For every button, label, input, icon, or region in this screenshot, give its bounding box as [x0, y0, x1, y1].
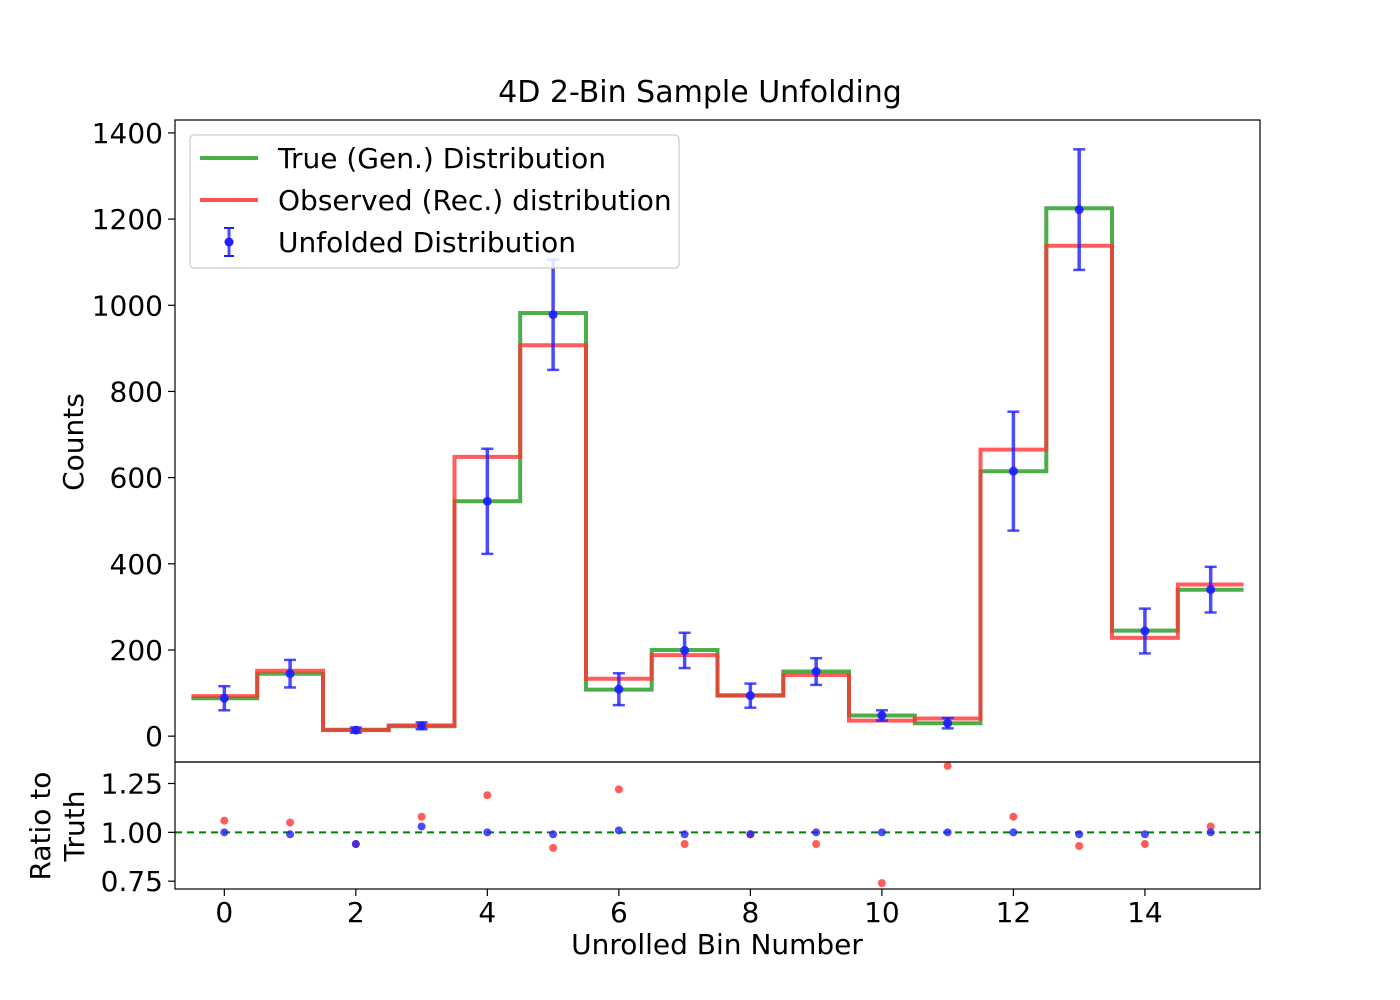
observed-distribution-step-line [191, 243, 1244, 733]
observed-ratio-point [220, 816, 229, 825]
ratio-y-tick-label: 1.25 [101, 767, 163, 800]
legend: True (Gen.) Distribution Observed (Rec.) … [189, 134, 680, 269]
unfolded-point [811, 667, 821, 677]
legend-swatch-unfolded [224, 237, 234, 247]
unfolded-ratio-point [877, 828, 886, 837]
x-axis-label: Unrolled Bin Number [571, 928, 863, 961]
ratio-plot-frame [174, 761, 1261, 890]
unfolded-ratio-point [483, 828, 492, 837]
unfolded-point [417, 721, 427, 731]
unfolded-point [548, 310, 558, 320]
unfolded-ratio-point [417, 822, 426, 831]
main-y-tick-label: 200 [110, 634, 163, 667]
unfolded-ratio-point [680, 830, 689, 839]
observed-ratio-point [549, 843, 558, 852]
unfolded-ratio-point [220, 828, 229, 837]
unfolded-ratio-point [614, 826, 623, 835]
main-y-tick-label: 800 [110, 375, 163, 408]
unfolded-ratio-point [286, 830, 295, 839]
unfolded-ratio-point [1206, 828, 1215, 837]
main-y-tick-label: 0 [145, 720, 163, 753]
observed-ratio-point [1206, 822, 1215, 831]
x-tick-label: 12 [996, 896, 1032, 929]
chart-title: 4D 2-Bin Sample Unfolding [498, 75, 902, 110]
observed-ratio-point [1075, 842, 1084, 851]
observed-ratio-point [286, 818, 295, 827]
unfolded-point [614, 684, 624, 694]
x-tick-label: 14 [1127, 896, 1163, 929]
ratio-y-tick-label: 1.00 [101, 816, 163, 849]
unfolded-ratio-point [943, 828, 952, 837]
unfolded-ratio-point [1075, 830, 1084, 839]
unfolded-ratio-point [812, 828, 821, 837]
unfolded-point [219, 693, 229, 703]
main-y-tick-label: 1000 [92, 289, 163, 322]
main-y-tick-label: 1400 [92, 117, 163, 150]
main-plot-area: 0 200 400 600 800 1000 1200 1400 [92, 117, 1261, 763]
x-tick-label: 0 [215, 896, 233, 929]
x-tick-label: 4 [478, 896, 496, 929]
unfolded-point [745, 691, 755, 701]
observed-ratio-point [614, 785, 623, 794]
x-tick-label: 2 [347, 896, 365, 929]
unfolded-point [285, 669, 295, 679]
unfolded-ratio-point [549, 830, 558, 839]
main-y-tick-label: 400 [110, 548, 163, 581]
observed-ratio-point [877, 879, 886, 888]
unfolded-point [351, 725, 361, 735]
observed-ratio-point [943, 761, 952, 770]
unfolded-point [482, 496, 492, 506]
observed-ratio-point [812, 840, 821, 849]
legend-frame [189, 134, 680, 269]
legend-label-unfolded: Unfolded Distribution [278, 226, 576, 259]
observed-ratio-point [417, 812, 426, 821]
x-tick-label: 6 [610, 896, 628, 929]
unfolded-ratio-point [351, 840, 360, 849]
x-tick-label: 10 [864, 896, 900, 929]
unfolded-point [1074, 205, 1084, 215]
observed-ratio-point [680, 840, 689, 849]
ratio-plot-area: 0.75 1.00 1.25 0 2 4 6 8 10 12 14 [101, 761, 1261, 929]
ratio-y-tick-label: 0.75 [101, 865, 163, 898]
observed-ratio-point [483, 791, 492, 800]
unfolded-point [1008, 466, 1018, 476]
ratio-y-axis-label-line: Ratio to [24, 772, 57, 881]
unfolded-ratio-point [1140, 830, 1149, 839]
observed-ratio-point [1009, 812, 1018, 821]
legend-label-observed: Observed (Rec.) distribution [278, 184, 672, 217]
unfolded-point [680, 645, 690, 655]
ratio-y-axis-label-line: Truth [58, 791, 91, 863]
unfolded-ratio-point [1009, 828, 1018, 837]
main-y-tick-label: 1200 [92, 203, 163, 236]
x-tick-label: 8 [741, 896, 759, 929]
unfolded-point [1206, 585, 1216, 595]
unfolded-point [877, 710, 887, 720]
ratio-y-axis-label: Ratio to Truth [24, 772, 91, 881]
unfolded-point [943, 718, 953, 728]
observed-ratio-point [1140, 840, 1149, 849]
unfolded-point [1140, 626, 1150, 636]
main-y-axis-label: Counts [57, 393, 90, 491]
unfolded-ratio-point [746, 830, 755, 839]
legend-label-true: True (Gen.) Distribution [277, 142, 606, 175]
main-y-tick-label: 600 [110, 462, 163, 495]
